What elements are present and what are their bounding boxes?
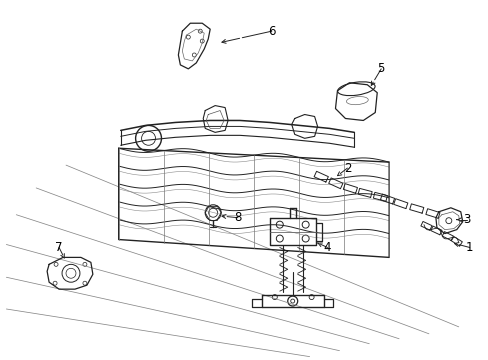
Text: 8: 8 bbox=[234, 211, 241, 224]
Text: 2: 2 bbox=[343, 162, 350, 175]
Text: 7: 7 bbox=[55, 241, 62, 254]
Text: 5: 5 bbox=[377, 62, 384, 75]
Text: 1: 1 bbox=[465, 241, 472, 254]
Text: 4: 4 bbox=[323, 241, 330, 254]
Text: 6: 6 bbox=[267, 24, 275, 38]
Text: 3: 3 bbox=[462, 213, 469, 226]
